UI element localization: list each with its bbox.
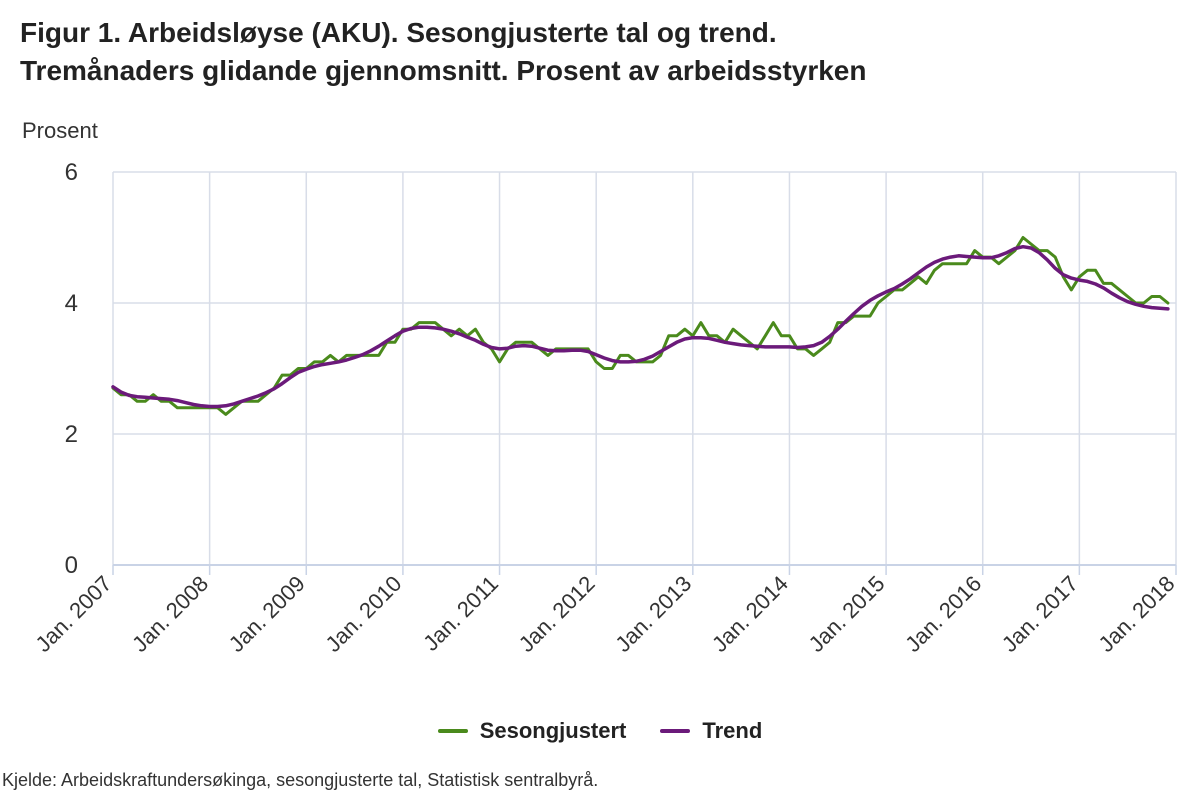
y-tick-label: 4 [65,290,78,317]
x-tick-label: Jan. 2017 [997,571,1083,657]
legend-item-trend[interactable]: Trend [660,718,762,744]
y-tick-label: 0 [65,552,78,579]
x-tick-label: Jan. 2014 [707,571,793,657]
legend-swatch-trend [660,729,691,733]
series-lines [111,236,1170,416]
chart-title: Figur 1. Arbeidsløyse (AKU). Sesongjuste… [20,14,866,90]
legend: Sesongjustert Trend [0,718,1200,744]
legend-label-sesongjustert: Sesongjustert [479,718,627,743]
legend-swatch-sesongjustert [437,729,468,733]
series-line-sesongjustert [111,236,1170,416]
x-tick-label: Jan. 2016 [900,571,986,657]
y-tick-label: 6 [65,159,78,186]
x-tick-label: Jan. 2007 [31,571,117,657]
legend-item-sesongjustert[interactable]: Sesongjustert [437,718,627,744]
x-tick-label: Jan. 2015 [804,571,890,657]
x-tick-label: Jan. 2012 [514,571,600,657]
x-tick-label: Jan. 2008 [127,571,213,657]
y-axis-label: Prosent [22,118,98,143]
y-tick-label: 2 [65,421,78,448]
legend-label-trend: Trend [702,718,763,743]
x-tick-label: Jan. 2010 [320,571,406,657]
x-tick-label: Jan. 2011 [418,571,503,656]
chart-title-line2: Tremånaders glidande gjennomsnitt. Prose… [20,55,867,86]
series-line-trend [111,244,1170,409]
grid-lines [112,171,1177,566]
chart-title-line1: Figur 1. Arbeidsløyse (AKU). Sesongjuste… [20,17,777,48]
x-tick-label: Jan. 2013 [610,571,696,657]
x-tick-label: Jan. 2018 [1094,571,1180,657]
source-note: Kjelde: Arbeidskraftundersøkinga, sesong… [2,770,599,790]
x-tick-label: Jan. 2009 [224,571,310,657]
